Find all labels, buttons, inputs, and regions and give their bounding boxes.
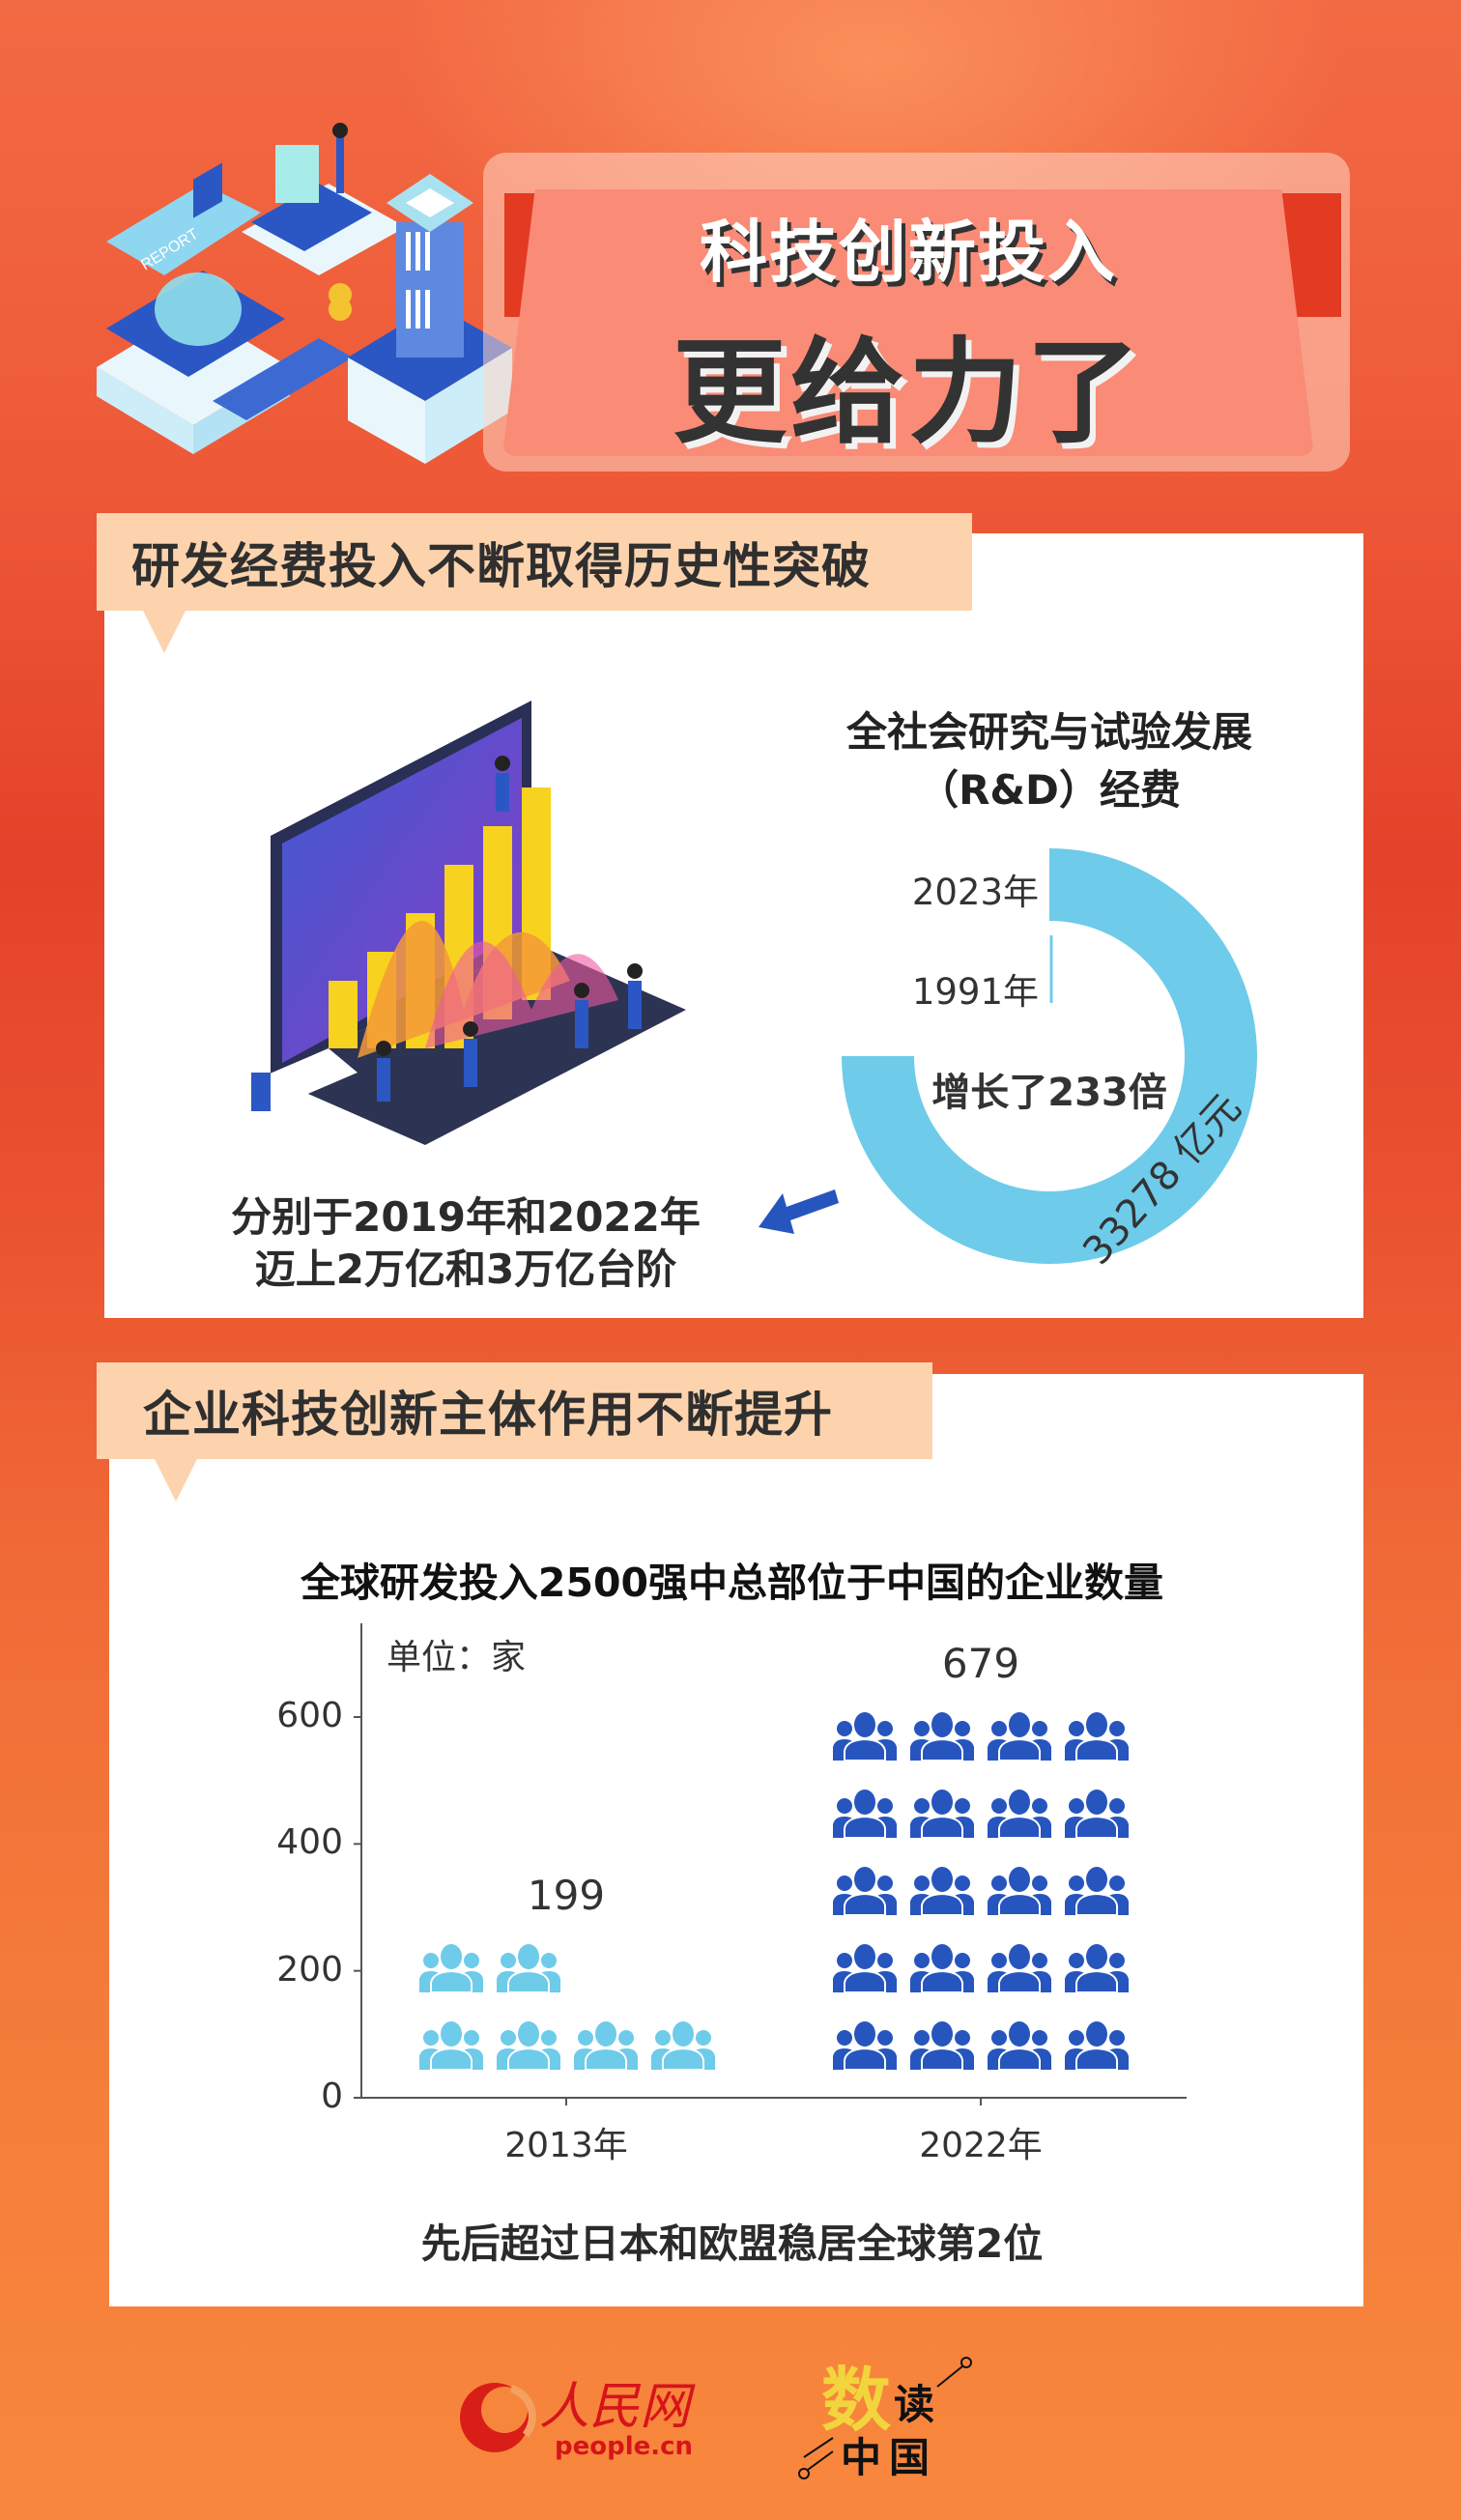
people-group-icon [832, 2020, 898, 2071]
people-group-icon [987, 1789, 1052, 1839]
people-group-icon [1064, 1943, 1130, 1993]
people-group-icon [496, 2020, 561, 2071]
people-group-icon [1064, 1711, 1130, 1761]
y-tick-label: 400 [276, 1822, 343, 1863]
section1-heading: 研发经费投入不断取得历史性突破 [131, 537, 871, 594]
donut-arc-2023 [842, 848, 1257, 1264]
rd-chart-title-line1: 全社会研究与试验发展 [845, 708, 1252, 756]
people-group-icon [987, 2020, 1052, 2071]
section2-heading: 企业科技创新主体作用不断提升 [143, 1387, 833, 1443]
y-tick-label: 200 [276, 1949, 343, 1990]
logo-char-shu: 数 [821, 2359, 892, 2441]
section1-caption-line1: 分别于2019年和2022年 [231, 1193, 701, 1241]
bar-value-label: 679 [941, 1640, 1020, 1687]
people-cn-logo [460, 2383, 536, 2452]
page-title-line1: 科技创新投入 [700, 213, 1117, 292]
people-group-icon [418, 1943, 484, 1993]
people-group-icon [832, 1789, 898, 1839]
companies-chart-title: 全球研发投入2500强中总部位于中国的企业数量 [300, 1560, 1164, 1606]
people-group-icon [987, 1711, 1052, 1761]
logo-connector-lines [798, 2357, 972, 2479]
section1-heading-tail [143, 611, 186, 653]
people-group-icon [909, 1866, 975, 1916]
logo-char-zhong: 中 [841, 2434, 882, 2481]
people-group-icon [909, 1711, 975, 1761]
section2-heading-tail [155, 1459, 197, 1502]
bar-value-label: 199 [527, 1872, 606, 1919]
people-group-icon [987, 1943, 1052, 1993]
logo-char-du: 读 [894, 2381, 935, 2428]
shudu-zhongguo-logo: 数 读 中 国 [792, 2343, 986, 2488]
unit-label: 单位：家 [387, 1638, 527, 1677]
page-title-line2: 更给力了 [672, 326, 1144, 459]
x-tick-label: 2013年 [504, 2126, 628, 2165]
people-group-icon [496, 1943, 561, 1993]
section2-heading-tab: 企业科技创新主体作用不断提升 [97, 1362, 932, 1459]
title-banner [502, 189, 1314, 456]
donut-label-1991: 1991年 [911, 971, 1039, 1013]
y-tick-label: 600 [276, 1696, 343, 1735]
growth-annotation: 增长了233倍 [931, 1071, 1167, 1115]
section1-caption-line2: 迈上2万亿和3万亿台阶 [254, 1246, 677, 1293]
people-cn-logo-text: 人民网 [539, 2378, 691, 2436]
people-group-icon [909, 1789, 975, 1839]
rd-chart-title-line2: （R&D）经费 [918, 766, 1181, 814]
people-group-icon [832, 1711, 898, 1761]
analytics-illustration [251, 701, 686, 1145]
donut-label-2023: 2023年 [911, 872, 1039, 913]
people-group-icon [909, 1943, 975, 1993]
arrow-left-down-icon [759, 1189, 839, 1234]
people-cn-domain: people.cn [555, 2432, 694, 2461]
y-tick-label: 0 [321, 2076, 343, 2116]
x-tick-label: 2022年 [919, 2126, 1043, 2165]
section1-heading-tab: 研发经费投入不断取得历史性突破 [97, 513, 972, 611]
header-illustration: REPORT [97, 123, 512, 464]
section2-footnote: 先后超过日本和欧盟稳居全球第2位 [420, 2220, 1044, 2267]
people-group-icon [832, 1866, 898, 1916]
people-group-icon [418, 2020, 484, 2071]
people-group-icon [650, 2020, 716, 2071]
people-group-icon [1064, 1789, 1130, 1839]
people-group-icon [1064, 1866, 1130, 1916]
section2-card [109, 1374, 1363, 2306]
people-group-icon [1064, 2020, 1130, 2071]
logo-char-guo: 国 [889, 2434, 931, 2481]
people-group-icon [573, 2020, 639, 2071]
people-group-icon [909, 2020, 975, 2071]
people-group-icon [987, 1866, 1052, 1916]
people-group-icon [832, 1943, 898, 1993]
